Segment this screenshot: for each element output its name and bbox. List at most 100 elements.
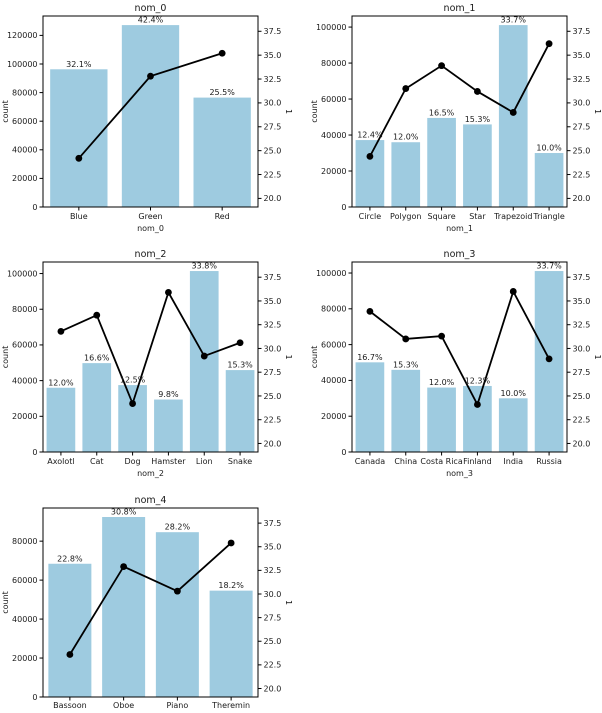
bar-percent-label-Oboe: 30.8% [111, 508, 137, 517]
subplot-nom_3: 0 20000 40000 60000 80000 100000 20.0 22.5 25.0 2… [301, 240, 602, 480]
ytick-label-right: 30.0 [573, 99, 591, 108]
xtick-label-Oboe: Oboe [113, 701, 134, 710]
ytick-label-right: 27.5 [264, 368, 282, 377]
subplot-title: nom_3 [444, 249, 476, 260]
bar-percent-label-Circle: 12.4% [357, 131, 383, 140]
xtick-label-Axolotl: Axolotl [47, 457, 74, 466]
xtick-label-Circle: Circle [359, 212, 382, 221]
bar-Star [463, 124, 492, 207]
xtick-label-Costa Rica: Costa Rica [420, 457, 462, 466]
x-axis-label: nom_2 [137, 469, 164, 478]
bar-Lion [189, 271, 219, 452]
bar-percent-label-Red: 25.5% [209, 88, 235, 97]
ytick-label-left: 100000 [316, 269, 347, 278]
bar-percent-label-Canada: 16.7% [357, 353, 383, 362]
ytick-label-right: 30.0 [264, 99, 282, 108]
ytick-label-right: 20.0 [264, 439, 282, 448]
bar-percent-label-Snake: 15.3% [227, 361, 253, 370]
line-marker-Cat [93, 311, 101, 319]
bar-Snake [225, 370, 255, 452]
bar-Canada [355, 362, 385, 452]
line-marker-Costa Rica [438, 332, 445, 340]
line-marker-Red [218, 49, 226, 57]
ytick-label-left: 40000 [12, 615, 37, 624]
chart-nom_0: 0 20000 40000 60000 80000 100000 120000 20.0 22.… [1, 3, 293, 233]
bar-China [391, 369, 421, 452]
line-marker-India [509, 288, 517, 295]
y-axis-label-left: count [1, 100, 10, 123]
ytick-label-left: 60000 [12, 117, 37, 126]
subplot-title: nom_2 [135, 249, 167, 260]
trend-line [369, 43, 550, 157]
ytick-label-right: 25.0 [573, 392, 591, 401]
y-axis-label-right: 1 [284, 354, 293, 359]
line-marker-Axolotl [57, 327, 65, 335]
bar-percent-label-Triangle: 10.0% [536, 144, 562, 153]
ytick-label-right: 27.5 [264, 613, 282, 622]
line-marker-Star [474, 88, 481, 95]
subplot-nom_1: 0 20000 40000 60000 80000 100000 20.0 22.5 25.0 2… [301, 0, 602, 240]
bar-Red [193, 97, 251, 207]
ytick-label-left: 0 [32, 693, 37, 702]
line-marker-Blue [75, 154, 83, 162]
ytick-label-left: 80000 [321, 59, 346, 68]
ytick-label-right: 22.5 [264, 170, 282, 179]
ytick-label-right: 35.0 [573, 297, 591, 306]
y-axis-label-left: count [310, 100, 319, 123]
xtick-label-Triangle: Triangle [532, 212, 564, 221]
ytick-label-right: 22.5 [264, 661, 282, 670]
line-marker-Lion [200, 352, 208, 360]
ytick-label-right: 35.0 [264, 543, 282, 552]
line-marker-Hamster [165, 289, 172, 296]
xtick-label-Cat: Cat [90, 457, 104, 466]
ytick-label-left: 0 [32, 203, 37, 212]
ytick-label-right: 32.5 [264, 321, 282, 330]
bar-percent-label-Piano: 28.2% [165, 523, 191, 532]
bar-percent-label-Axolotl: 12.0% [48, 378, 74, 387]
bar-percent-label-Green: 42.4% [138, 16, 164, 25]
subplot-title: nom_0 [135, 3, 167, 14]
line-marker-Trapezoid [509, 109, 517, 116]
trend-line [60, 290, 241, 407]
ytick-label-right: 25.0 [264, 637, 282, 646]
ytick-label-left: 80000 [321, 305, 346, 314]
bar-percent-label-Dog: 12.5% [120, 376, 146, 385]
xtick-label-China: China [394, 457, 417, 466]
line-marker-Theremin [227, 539, 235, 547]
xtick-label-Dog: Dog [125, 457, 141, 466]
ytick-label-right: 37.5 [573, 273, 591, 282]
line-marker-Canada [366, 308, 374, 315]
empty-subplot-slot [301, 480, 602, 713]
chart-nom_1: 0 20000 40000 60000 80000 100000 20.0 22.5 25.0 2… [310, 3, 602, 233]
ytick-label-right: 20.0 [573, 439, 591, 448]
bar-Circle [355, 140, 385, 207]
ytick-label-right: 25.0 [264, 392, 282, 401]
chart-nom_3: 0 20000 40000 60000 80000 100000 20.0 22.5 25.0 2… [310, 249, 602, 478]
xtick-label-Green: Green [138, 212, 162, 221]
x-axis-label: nom_3 [446, 469, 473, 478]
bar-percent-label-Polygon: 12.0% [393, 133, 419, 142]
bar-India [498, 398, 528, 452]
xtick-label-Polygon: Polygon [390, 212, 421, 221]
ytick-label-right: 32.5 [573, 321, 591, 330]
line-marker-Polygon [402, 85, 410, 92]
line-marker-Green [147, 72, 154, 80]
ytick-label-right: 20.0 [264, 194, 282, 203]
line-marker-Triangle [545, 40, 553, 48]
bar-Finland [463, 385, 492, 452]
bar-percent-label-Trapezoid: 33.7% [501, 16, 527, 25]
axes-spines [351, 261, 568, 453]
y-axis-label-right: 1 [593, 109, 602, 114]
ytick-label-left: 60000 [12, 341, 37, 350]
ytick-label-left: 80000 [12, 305, 37, 314]
xtick-label-India: India [503, 457, 523, 466]
axes-spines [42, 507, 259, 698]
ytick-label-right: 30.0 [573, 344, 591, 353]
xtick-label-Blue: Blue [70, 212, 88, 221]
line-marker-Piano [173, 587, 181, 595]
xtick-label-Theremin: Theremin [211, 701, 250, 710]
bar-percent-label-Lion: 33.8% [192, 262, 218, 271]
ytick-label-right: 37.5 [573, 27, 591, 36]
ytick-label-left: 40000 [12, 146, 37, 155]
subplot-title: nom_4 [135, 495, 167, 506]
